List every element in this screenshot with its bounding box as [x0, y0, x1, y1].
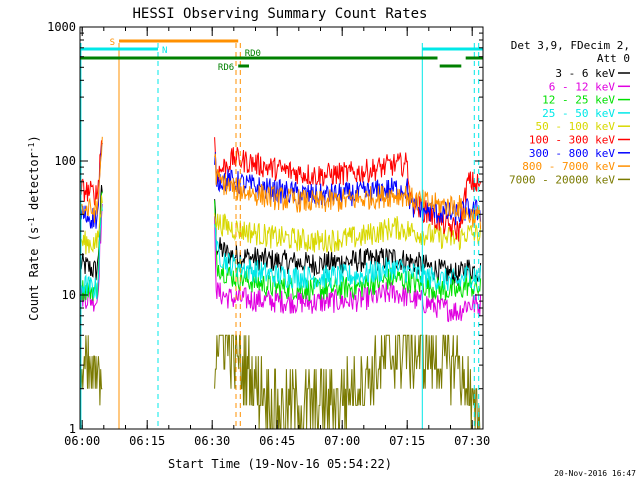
footer-timestamp: 20-Nov-2016 16:47 — [554, 469, 636, 478]
x-tick-label-06-30: 06:30 — [194, 434, 230, 448]
y-axis-label-end: ) — [27, 135, 41, 142]
flag-label-n: N — [162, 46, 167, 56]
flag-label-rd6: RD6 — [218, 63, 234, 73]
series-25-50-kev — [79, 202, 482, 300]
plot-frame — [79, 26, 484, 430]
series-50-100-kev — [79, 195, 482, 255]
x-tick-label-06-45: 06:45 — [259, 434, 295, 448]
legend-label-25-50-kev: 25 - 50 keV — [542, 107, 615, 120]
y-axis-label-superscript-1: -1 — [27, 217, 36, 227]
legend-header-line-2: Att 0 — [597, 52, 630, 65]
series-layer — [79, 136, 482, 430]
x-tick-label-06-15: 06:15 — [129, 434, 165, 448]
legend-label-6-12-kev: 6 - 12 keV — [549, 80, 616, 93]
x-tick-label-06-00: 06:00 — [64, 434, 100, 448]
legend-header-line-1: Det 3,9, FDecim 2, — [511, 39, 630, 52]
legend-label-100-300-kev: 100 - 300 keV — [529, 134, 615, 147]
series-100-300-kev — [79, 137, 482, 242]
legend-label-3-6-kev: 3 - 6 keV — [555, 67, 615, 80]
y-tick-label-1000: 1000 — [47, 20, 76, 34]
legend-label-7000-20000-kev: 7000 - 20000 keV — [509, 173, 615, 186]
y-axis-label: Count Rate (s-1 detector-1) — [27, 135, 42, 320]
x-tick-label-07-00: 07:00 — [324, 434, 360, 448]
legend-label-800-7000-kev: 800 - 7000 keV — [522, 160, 615, 173]
y-axis-label-main: Count Rate (s — [27, 227, 41, 321]
y-axis-label-superscript-2: -1 — [27, 142, 36, 152]
y-tick-label-10: 10 — [62, 288, 76, 302]
legend-label-300-800-kev: 300 - 800 keV — [529, 147, 615, 160]
flag-label-s: S — [110, 38, 115, 48]
y-axis: 1 10 100 1000 — [47, 20, 483, 436]
legend-label-12-25-kev: 12 - 25 keV — [542, 94, 615, 107]
flag-layer: S N RD0 RD6 — [80, 38, 483, 73]
series-300-800-kev — [79, 142, 482, 229]
x-axis: 06:00 06:15 06:30 06:45 07:00 07:15 07:30 — [64, 27, 490, 448]
x-tick-label-07-15: 07:15 — [389, 434, 425, 448]
flag-label-rd0: RD0 — [245, 49, 261, 59]
x-axis-label: Start Time (19-Nov-16 05:54:22) — [168, 457, 392, 471]
x-tick-label-07-30: 07:30 — [454, 434, 490, 448]
series-800-7000-kev — [79, 136, 482, 229]
series-7000-20000-kev — [79, 334, 481, 430]
chart-title: HESSI Observing Summary Count Rates — [132, 6, 427, 22]
y-tick-label-100: 100 — [54, 154, 76, 168]
legend-label-50-100-kev: 50 - 100 keV — [536, 120, 616, 133]
y-axis-label-middle: detector — [27, 152, 41, 217]
y-tick-label-1: 1 — [69, 422, 76, 436]
